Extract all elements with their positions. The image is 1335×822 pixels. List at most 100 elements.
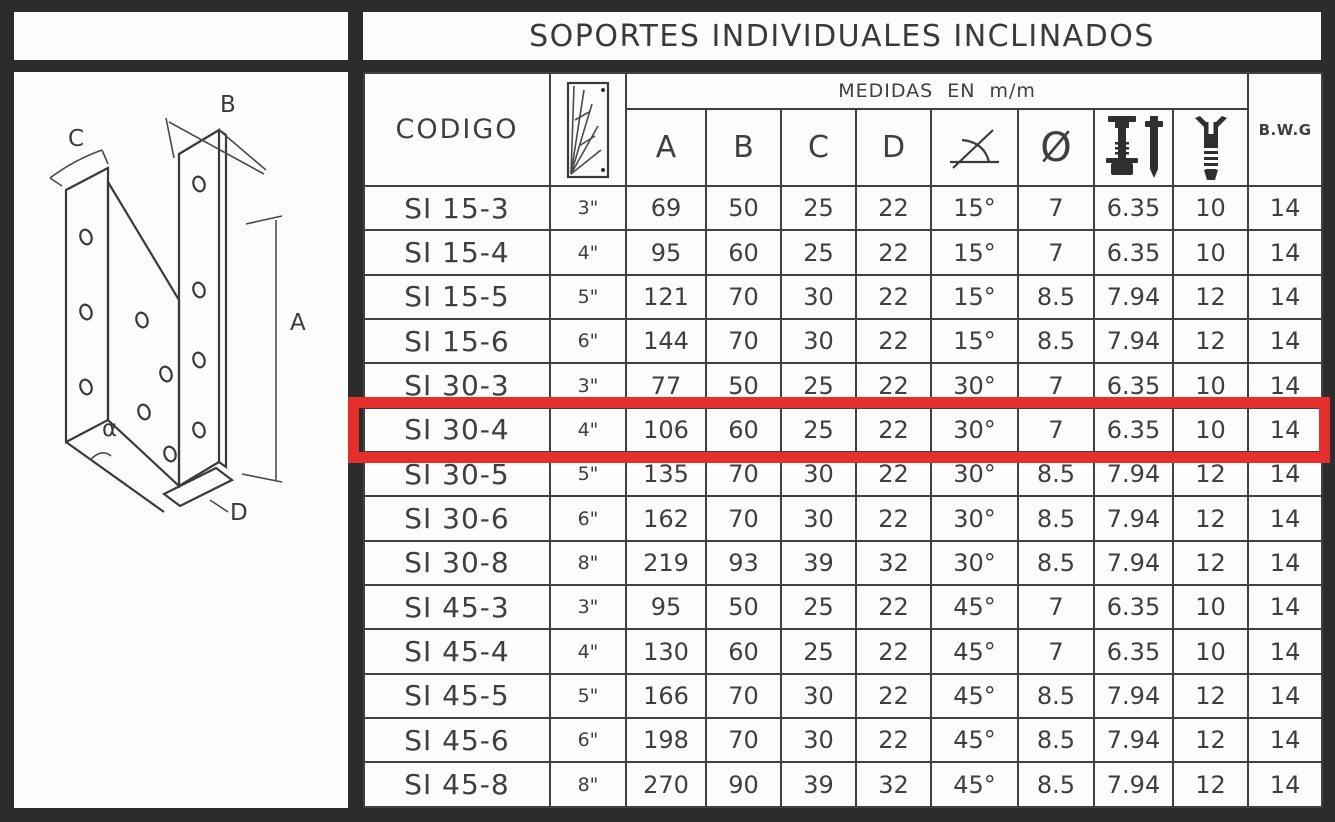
cell-b: 70 <box>705 495 782 542</box>
top-left-blank-box <box>14 12 348 60</box>
cell-bolt: 6.35 <box>1093 229 1174 276</box>
diagram-panel: C B A α D <box>14 72 348 808</box>
cell-anchor: 10 <box>1171 229 1250 276</box>
cell-bwg: 14 <box>1247 273 1324 321</box>
cell-anchor: 10 <box>1171 362 1250 409</box>
cell-diameter: 7 <box>1017 184 1095 232</box>
cell-angle: 15° <box>930 318 1019 365</box>
cell-codigo: SI 15-3 <box>363 184 551 232</box>
cell-codigo: SI 30-6 <box>363 495 551 542</box>
cell-bwg: 14 <box>1247 495 1324 542</box>
cell-size-inches: 4" <box>549 628 627 675</box>
cell-diameter: 7 <box>1017 229 1095 276</box>
label-b: B <box>220 92 236 118</box>
table-row: SI 30-3 3" 77 50 25 22 30° 7 6.35 10 14 <box>363 362 1324 409</box>
cell-c: 30 <box>780 318 857 365</box>
cell-angle: 45° <box>930 672 1019 720</box>
col-header-d: D <box>855 108 932 187</box>
cell-size-inches: 8" <box>549 539 627 587</box>
cell-diameter: 8.5 <box>1017 539 1095 587</box>
cell-a: 270 <box>625 761 707 808</box>
cell-bolt: 7.94 <box>1093 495 1174 542</box>
cell-size-inches: 5" <box>549 451 627 498</box>
col-header-bwg: B.W.G <box>1247 72 1324 187</box>
cell-bolt: 7.94 <box>1093 451 1174 498</box>
cell-b: 90 <box>705 761 782 808</box>
col-header-c: C <box>780 108 857 187</box>
col-header-anchor <box>1171 108 1250 187</box>
page-title: SOPORTES INDIVIDUALES INCLINADOS <box>529 18 1155 54</box>
col-header-codigo: CODIGO <box>363 72 551 187</box>
b-dimension-line <box>168 121 265 175</box>
cell-bwg: 14 <box>1247 672 1324 720</box>
alpha-baseline <box>65 441 165 513</box>
table-row: SI 45-8 8" 270 90 39 32 45° 8.5 7.94 12 … <box>363 761 1324 808</box>
table-row: SI 45-6 6" 198 70 30 22 45° 8.5 7.94 12 … <box>363 717 1324 764</box>
cell-diameter: 8.5 <box>1017 273 1095 321</box>
table-row: SI 15-3 3" 69 50 25 22 15° 7 6.35 10 14 <box>363 184 1324 232</box>
cell-anchor: 12 <box>1171 495 1250 542</box>
cell-a: 130 <box>625 628 707 675</box>
cell-bwg: 14 <box>1247 229 1324 276</box>
col-header-a: A <box>625 108 707 187</box>
table-row: SI 30-5 5" 135 70 30 22 30° 8.5 7.94 12 … <box>363 451 1324 498</box>
bolt-and-screw-icon <box>1105 115 1163 178</box>
base-plate-shape <box>161 466 235 508</box>
cell-size-inches: 4" <box>549 229 627 276</box>
col-header-bolt <box>1093 108 1174 187</box>
cell-angle: 30° <box>930 451 1019 498</box>
cell-d: 22 <box>855 362 932 409</box>
cell-a: 95 <box>625 584 707 631</box>
cell-c: 30 <box>780 495 857 542</box>
cell-bolt: 6.35 <box>1093 584 1174 631</box>
cell-b: 70 <box>705 672 782 720</box>
cell-d: 22 <box>855 717 932 764</box>
cell-angle: 30° <box>930 362 1019 409</box>
cell-angle: 30° <box>930 495 1019 542</box>
cell-c: 25 <box>780 362 857 409</box>
cell-a: 219 <box>625 539 707 587</box>
cell-anchor: 12 <box>1171 273 1250 321</box>
cell-bolt: 7.94 <box>1093 318 1174 365</box>
cell-angle: 30° <box>930 406 1019 454</box>
cell-b: 60 <box>705 229 782 276</box>
cell-angle: 15° <box>930 184 1019 232</box>
cell-d: 32 <box>855 761 932 808</box>
cell-bwg: 14 <box>1247 451 1324 498</box>
cell-codigo: SI 45-4 <box>363 628 551 675</box>
table-body: SI 15-3 3" 69 50 25 22 15° 7 6.35 10 14 … <box>363 184 1324 808</box>
right-flange-shape <box>177 128 221 488</box>
cell-bwg: 14 <box>1247 318 1324 365</box>
cell-a: 166 <box>625 672 707 720</box>
table-row: SI 30-6 6" 162 70 30 22 30° 8.5 7.94 12 … <box>363 495 1324 542</box>
cell-a: 162 <box>625 495 707 542</box>
cell-size-inches: 6" <box>549 318 627 365</box>
cell-bwg: 14 <box>1247 539 1324 587</box>
cell-anchor: 12 <box>1171 451 1250 498</box>
cell-size-inches: 6" <box>549 495 627 542</box>
cell-diameter: 8.5 <box>1017 672 1095 720</box>
cell-diameter: 7 <box>1017 406 1095 454</box>
cell-codigo: SI 15-6 <box>363 318 551 365</box>
cell-bolt: 7.94 <box>1093 717 1174 764</box>
cell-b: 50 <box>705 184 782 232</box>
cell-c: 39 <box>780 539 857 587</box>
cell-b: 70 <box>705 273 782 321</box>
cell-c: 25 <box>780 584 857 631</box>
cell-b: 60 <box>705 628 782 675</box>
cell-b: 93 <box>705 539 782 587</box>
cell-bolt: 7.94 <box>1093 539 1174 587</box>
cell-size-inches: 5" <box>549 273 627 321</box>
cell-anchor: 12 <box>1171 539 1250 587</box>
cell-bwg: 14 <box>1247 584 1324 631</box>
cell-diameter: 8.5 <box>1017 761 1095 808</box>
cell-size-inches: 6" <box>549 717 627 764</box>
cell-size-inches: 3" <box>549 362 627 409</box>
cell-b: 70 <box>705 318 782 365</box>
label-a: A <box>290 310 306 336</box>
cell-a: 95 <box>625 229 707 276</box>
cell-size-inches: 3" <box>549 184 627 232</box>
table-row: SI 45-3 3" 95 50 25 22 45° 7 6.35 10 14 <box>363 584 1324 631</box>
cell-d: 22 <box>855 628 932 675</box>
cell-d: 32 <box>855 539 932 587</box>
